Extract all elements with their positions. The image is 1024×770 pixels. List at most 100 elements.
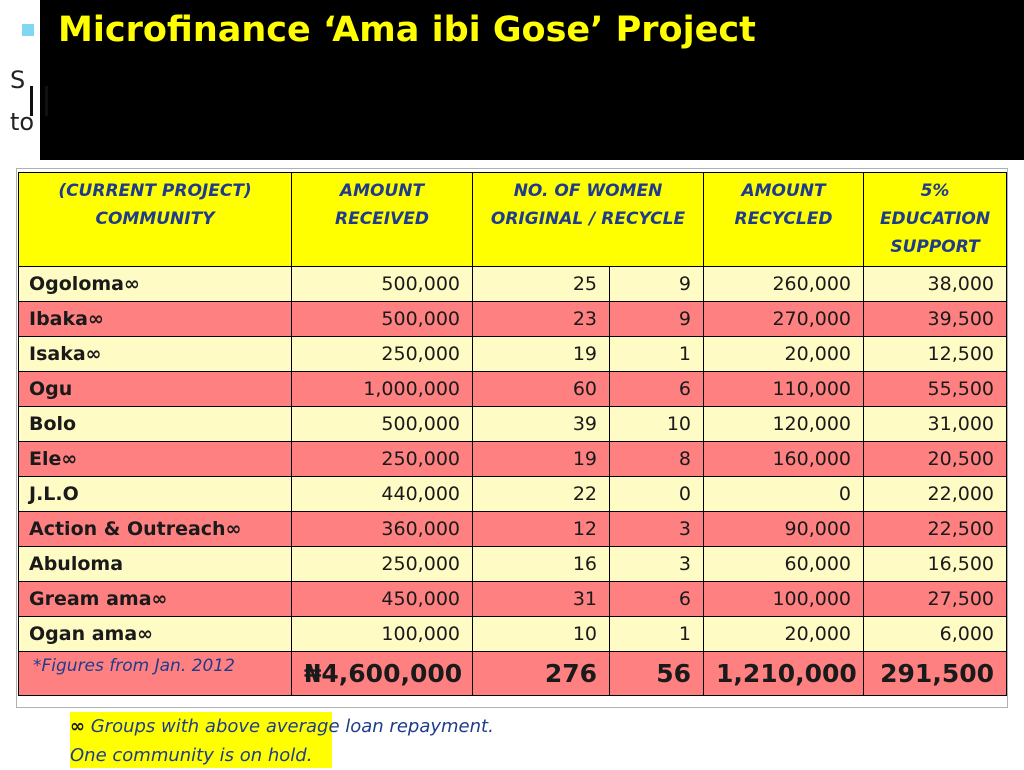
row-amount-recycled: 110,000 (703, 371, 865, 407)
microfinance-table: (CURRENT PROJECT) COMMUNITY AMOUNT RECEI… (18, 172, 1008, 696)
legend-line-1: ∞ Groups with above average loan repayme… (70, 712, 494, 741)
row-amount-recycled: 90,000 (703, 511, 865, 547)
row-amount-received: 500,000 (291, 406, 473, 442)
row-women-recycle: 6 (608, 371, 705, 407)
row-community: Action & Outreach∞ (18, 511, 292, 547)
header-community: (CURRENT PROJECT) COMMUNITY (18, 172, 292, 267)
row-women-recycle: 10 (608, 406, 705, 442)
row-women-original: 19 (472, 336, 610, 372)
table-row: Ogu 1,000,000 60 6 110,000 55,500 (18, 371, 1008, 407)
table-row: Ibaka∞ 500,000 23 9 270,000 39,500 (18, 301, 1008, 337)
row-women-recycle: 0 (608, 476, 705, 512)
total-women-recycle: 56 (608, 651, 705, 696)
total-women-original: 276 (472, 651, 610, 696)
row-amount-recycled: 20,000 (703, 336, 865, 372)
row-women-recycle: 3 (608, 546, 705, 582)
legend-line-2: One community is on hold. (70, 745, 313, 766)
row-education-support: 27,500 (863, 581, 1008, 617)
row-amount-recycled: 0 (703, 476, 865, 512)
row-amount-received: 1,000,000 (291, 371, 473, 407)
row-education-support: 38,000 (863, 266, 1008, 302)
table-panel (16, 168, 1008, 708)
row-amount-recycled: 60,000 (703, 546, 865, 582)
total-amount-received: ₦4,600,000 (291, 651, 473, 696)
row-community: Ibaka∞ (18, 301, 292, 337)
table-row: Gream ama∞ 450,000 31 6 100,000 27,500 (18, 581, 1008, 617)
table-row: Ogan ama∞ 100,000 10 1 20,000 6,000 (18, 616, 1008, 652)
row-amount-received: 440,000 (291, 476, 473, 512)
row-community: Ogoloma∞ (18, 266, 292, 302)
row-amount-recycled: 270,000 (703, 301, 865, 337)
row-amount-recycled: 120,000 (703, 406, 865, 442)
row-education-support: 16,500 (863, 546, 1008, 582)
row-community: Ogan ama∞ (18, 616, 292, 652)
table-row: Ele∞ 250,000 19 8 160,000 20,500 (18, 441, 1008, 477)
table-row: Ogoloma∞ 500,000 25 9 260,000 38,000 (18, 266, 1008, 302)
row-community: Gream ama∞ (18, 581, 292, 617)
row-women-recycle: 6 (608, 581, 705, 617)
table-row: Abuloma 250,000 16 3 60,000 16,500 (18, 546, 1008, 582)
row-women-original: 23 (472, 301, 610, 337)
overlap-glyph-decoration (30, 86, 48, 116)
row-community: Ogu (18, 371, 292, 407)
row-women-original: 31 (472, 581, 610, 617)
row-women-original: 22 (472, 476, 610, 512)
row-amount-recycled: 100,000 (703, 581, 865, 617)
row-education-support: 12,500 (863, 336, 1008, 372)
row-amount-received: 360,000 (291, 511, 473, 547)
table-row: Isaka∞ 250,000 19 1 20,000 12,500 (18, 336, 1008, 372)
row-women-recycle: 8 (608, 441, 705, 477)
background-text-line-1: S (10, 66, 26, 94)
row-women-recycle: 9 (608, 301, 705, 337)
row-amount-received: 100,000 (291, 616, 473, 652)
header-education-support: 5% EDUCATION SUPPORT (863, 172, 1008, 267)
row-community: Ele∞ (18, 441, 292, 477)
row-education-support: 6,000 (863, 616, 1008, 652)
row-community: Abuloma (18, 546, 292, 582)
row-community: Bolo (18, 406, 292, 442)
row-women-recycle: 1 (608, 616, 705, 652)
row-women-recycle: 3 (608, 511, 705, 547)
table-row: J.L.O 440,000 22 0 0 22,000 (18, 476, 1008, 512)
legend-box: ∞ Groups with above average loan repayme… (70, 712, 494, 768)
header-women: NO. OF WOMEN ORIGINAL / RECYCLE (471, 172, 705, 267)
row-women-original: 16 (472, 546, 610, 582)
slide-bullet (22, 24, 34, 36)
row-education-support: 22,000 (863, 476, 1008, 512)
total-amount-recycled: 1,210,000 (703, 651, 865, 696)
row-amount-received: 450,000 (291, 581, 473, 617)
row-amount-received: 250,000 (291, 441, 473, 477)
title-banner (40, 0, 1024, 160)
table-row: Bolo 500,000 39 10 120,000 31,000 (18, 406, 1008, 442)
table-header-row: (CURRENT PROJECT) COMMUNITY AMOUNT RECEI… (18, 172, 1008, 267)
header-amount-received: AMOUNT RECEIVED (291, 172, 473, 267)
legend-text-1: Groups with above average loan repayment… (85, 716, 494, 737)
row-women-original: 60 (472, 371, 610, 407)
row-women-recycle: 9 (608, 266, 705, 302)
row-amount-received: 250,000 (291, 546, 473, 582)
row-education-support: 20,500 (863, 441, 1008, 477)
row-community: Isaka∞ (18, 336, 292, 372)
row-amount-received: 250,000 (291, 336, 473, 372)
slide-title: Microfinance ‘Ama ibi Gose’ Project (58, 10, 756, 50)
row-women-original: 19 (472, 441, 610, 477)
row-women-recycle: 1 (608, 336, 705, 372)
row-women-original: 25 (472, 266, 610, 302)
row-education-support: 39,500 (863, 301, 1008, 337)
header-amount-recycled: AMOUNT RECYCLED (703, 172, 865, 267)
row-amount-recycled: 20,000 (703, 616, 865, 652)
row-women-original: 10 (472, 616, 610, 652)
total-education-support: 291,500 (863, 651, 1008, 696)
infinity-symbol: ∞ (70, 716, 85, 737)
row-women-original: 39 (472, 406, 610, 442)
row-education-support: 31,000 (863, 406, 1008, 442)
totals-row: *Figures from Jan. 2012 ₦4,600,000 276 56 1,… (18, 651, 1008, 696)
row-women-original: 12 (472, 511, 610, 547)
row-education-support: 22,500 (863, 511, 1008, 547)
row-amount-received: 500,000 (291, 266, 473, 302)
row-community: J.L.O (18, 476, 292, 512)
figures-note: *Figures from Jan. 2012 (18, 651, 292, 696)
row-education-support: 55,500 (863, 371, 1008, 407)
row-amount-received: 500,000 (291, 301, 473, 337)
table-row: Action & Outreach∞ 360,000 12 3 90,000 22,500 (18, 511, 1008, 547)
